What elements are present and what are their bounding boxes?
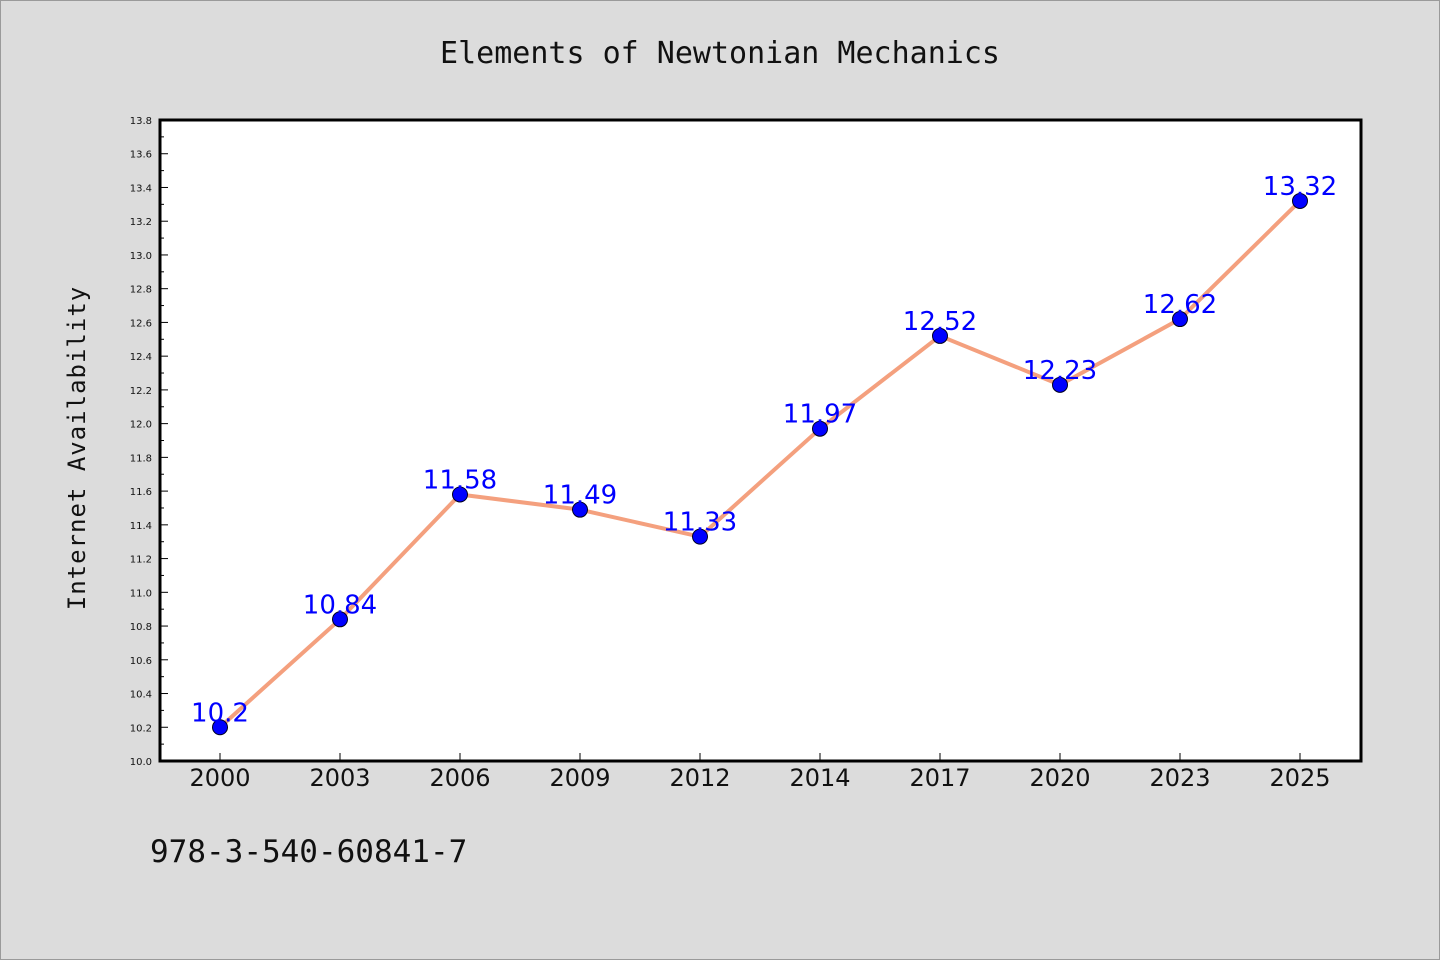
data-point	[212, 719, 228, 736]
data-labels: 10.2 10.84 11.58 11.49 11.33 11.97 12.52 12.23 1…	[191, 172, 1337, 728]
y-tick-label: 11.0	[130, 588, 152, 599]
x-tick-label: 2012	[669, 764, 730, 792]
x-tick-label: 2014	[789, 764, 850, 792]
data-point	[1172, 311, 1188, 328]
data-point	[932, 327, 948, 344]
y-tick-label: 11.4	[130, 521, 152, 532]
data-label: 12.62	[1143, 290, 1217, 320]
isbn-footer: 978-3-540-60841-7	[150, 834, 468, 870]
data-label: 11.49	[543, 481, 617, 511]
x-tick-label: 2006	[429, 764, 490, 792]
y-tick-label: 10.6	[130, 656, 152, 667]
x-tick-label: 2000	[189, 764, 250, 792]
data-label: 13.32	[1263, 172, 1337, 202]
data-label: 11.58	[423, 465, 497, 495]
x-tick-label: 2023	[1149, 764, 1210, 792]
y-tick-label: 10.8	[130, 622, 152, 633]
y-tick-label: 10.2	[130, 723, 152, 734]
y-tick-label: 10.0	[130, 757, 152, 768]
data-label: 11.97	[783, 400, 857, 430]
y-axis-label: Internet Availability	[63, 286, 91, 610]
axis-ticks: 10.0 10.2 10.4 10.6 10.8 11.0 11.2 11.4 11.6 11.8…	[130, 116, 1331, 792]
data-label: 10.84	[303, 590, 377, 620]
x-tick-label: 2025	[1269, 764, 1330, 792]
data-point	[1292, 192, 1308, 209]
y-tick-label: 12.2	[130, 386, 152, 397]
y-tick-label: 12.6	[130, 318, 152, 329]
y-tick-label: 13.6	[130, 150, 152, 161]
plot-area	[160, 120, 1361, 761]
y-tick-label: 12.8	[130, 285, 152, 296]
data-label: 12.52	[903, 307, 977, 337]
data-point	[1052, 376, 1068, 393]
x-tick-label: 2009	[549, 764, 610, 792]
data-point	[452, 486, 468, 503]
y-tick-label: 13.0	[130, 251, 152, 262]
chart-title: Elements of Newtonian Mechanics	[440, 36, 1000, 71]
series-line	[218, 198, 1302, 730]
y-tick-label: 12.0	[130, 420, 152, 431]
data-point	[332, 611, 348, 628]
y-tick-label: 11.2	[130, 555, 152, 566]
series-layer	[212, 192, 1308, 736]
data-label: 12.23	[1023, 356, 1097, 386]
y-tick-label: 10.4	[130, 690, 152, 701]
y-tick-label: 11.8	[130, 453, 152, 464]
y-tick-label: 13.4	[130, 183, 152, 194]
y-tick-label: 13.8	[130, 116, 152, 127]
x-tick-label: 2017	[909, 764, 970, 792]
x-tick-label: 2020	[1029, 764, 1090, 792]
plot-frame	[158, 118, 1363, 763]
data-label: 10.2	[191, 698, 249, 728]
data-point	[572, 501, 588, 518]
data-label: 11.33	[663, 508, 737, 538]
x-tick-label: 2003	[309, 764, 370, 792]
data-point	[692, 528, 708, 545]
y-tick-label: 11.6	[130, 487, 152, 498]
y-tick-label: 13.2	[130, 217, 152, 228]
y-tick-label: 12.4	[130, 352, 152, 363]
data-point	[812, 420, 828, 437]
